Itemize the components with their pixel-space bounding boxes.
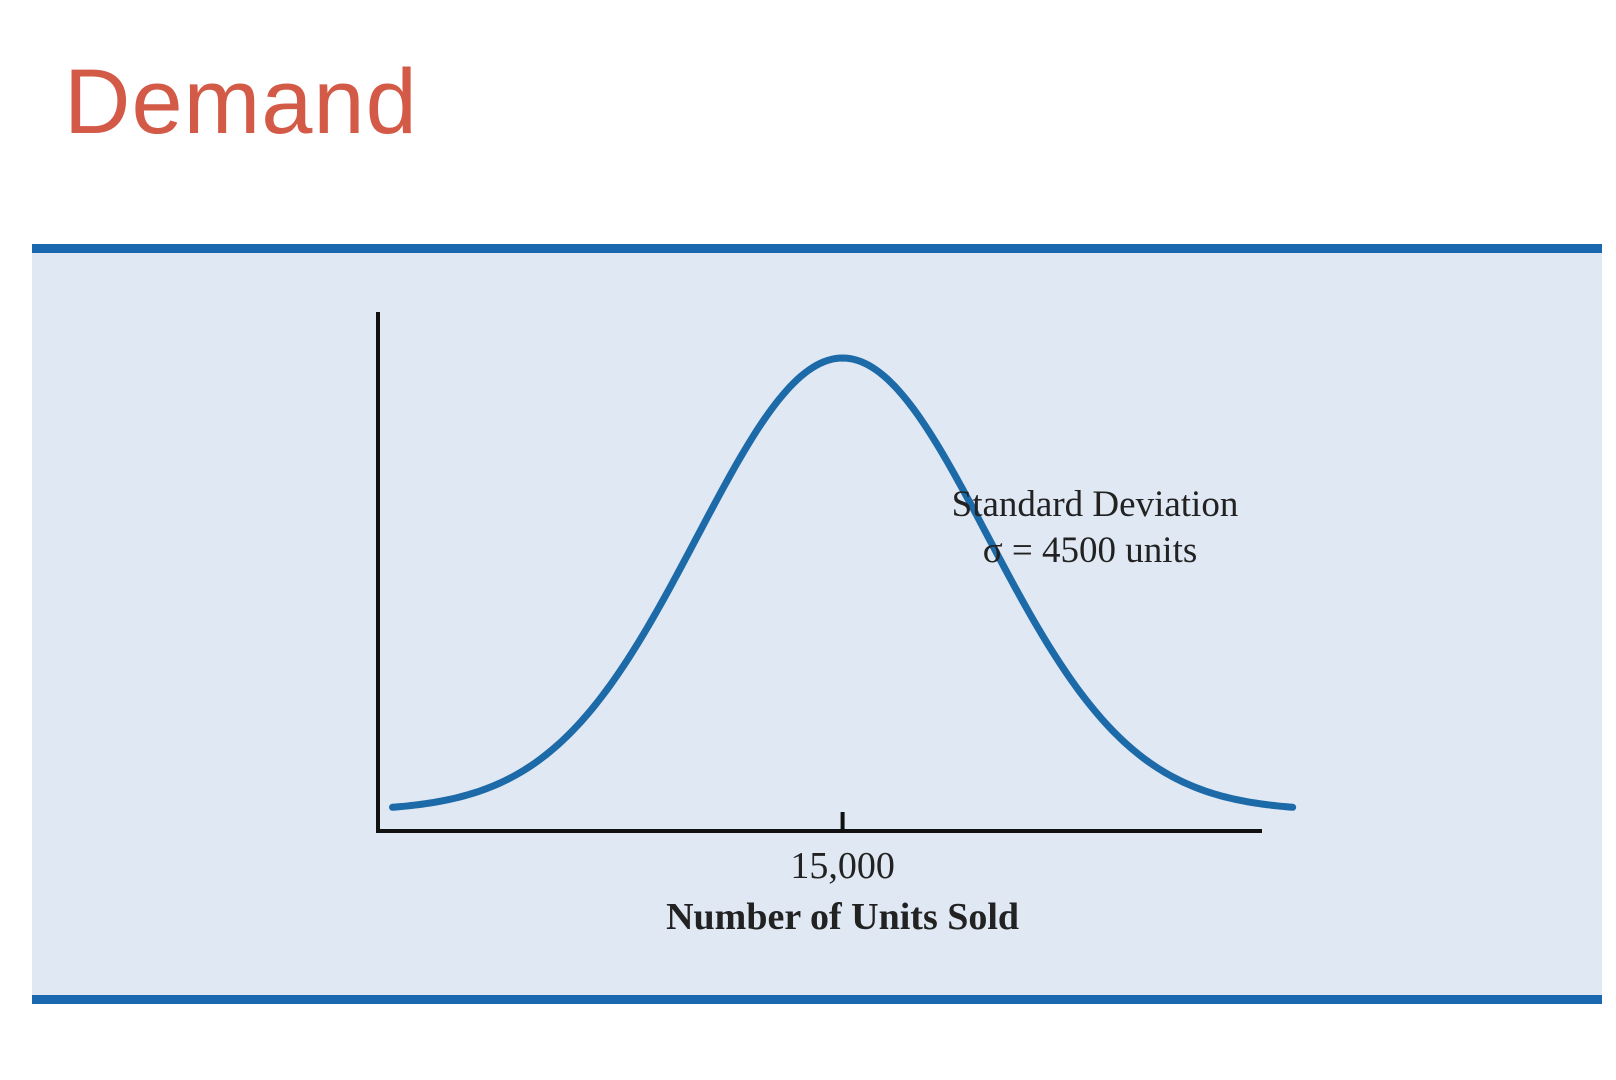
- x-tick-label: 15,000: [790, 845, 895, 887]
- x-axis-label: Number of Units Sold: [666, 896, 1019, 938]
- panel-top-rule: [32, 244, 1602, 253]
- page-title: Demand: [64, 51, 418, 153]
- chart-panel: [32, 244, 1602, 1002]
- x-ticks: 15,000: [790, 812, 895, 887]
- panel-bottom-rule: [32, 995, 1602, 1004]
- std-dev-annotation-line2: σ = 4500 units: [983, 530, 1198, 571]
- density-curve: [389, 354, 1297, 811]
- std-dev-annotation-line1: Standard Deviation: [952, 484, 1239, 525]
